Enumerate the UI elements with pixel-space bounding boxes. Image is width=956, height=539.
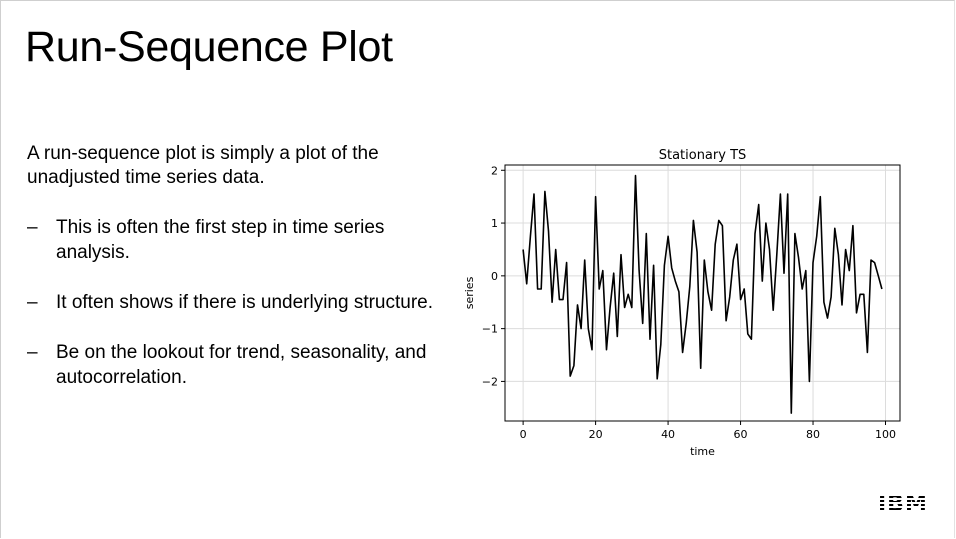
y-tick-label: 2 [491,164,498,177]
bullet-dash: – [27,342,38,363]
x-tick-label: 0 [520,428,527,441]
run-sequence-chart: 0 20 40 60 80 100 −2 −1 0 1 2 Stationary TS time s… [459,139,909,464]
ibm-logo: IBM [878,492,928,517]
x-tick-label: 60 [734,428,748,441]
y-tick-label: −2 [482,375,498,388]
y-axis-label: series [463,276,476,309]
bullet-text: It often shows if there is underlying st… [56,292,434,313]
bullet-item: – It often shows if there is underlying s… [27,290,447,315]
x-tick-label: 40 [661,428,675,441]
x-tick-label: 20 [589,428,603,441]
chart-svg: 0 20 40 60 80 100 −2 −1 0 1 2 Stationary TS time s… [463,148,901,458]
bullet-list: – This is often the first step in time se… [27,215,447,390]
intro-paragraph: A run-sequence plot is simply a plot of … [27,143,379,188]
x-axis-label: time [690,445,715,458]
chart-ticks: 0 20 40 60 80 100 −2 −1 0 1 2 [482,164,896,441]
bullet-dash: – [27,292,38,313]
x-tick-label: 80 [806,428,820,441]
bullet-item: – Be on the lookout for trend, seasonalit… [27,340,447,390]
bullet-text: This is often the first step in time ser… [56,217,385,263]
x-tick-label: 100 [875,428,896,441]
chart-title: Stationary TS [659,148,747,163]
series-line [522,174,883,414]
plot-area-frame [504,164,901,422]
bullet-dash: – [27,217,38,238]
y-tick-label: 0 [491,270,498,283]
y-tick-label: −1 [482,323,498,336]
slide-title: Run-Sequence Plot [25,23,393,71]
bullet-item: – This is often the first step in time se… [27,215,447,265]
slide-body: A run-sequence plot is simply a plot of … [27,142,447,390]
y-tick-label: 1 [491,217,498,230]
bullet-text: Be on the lookout for trend, seasonality… [56,342,427,388]
